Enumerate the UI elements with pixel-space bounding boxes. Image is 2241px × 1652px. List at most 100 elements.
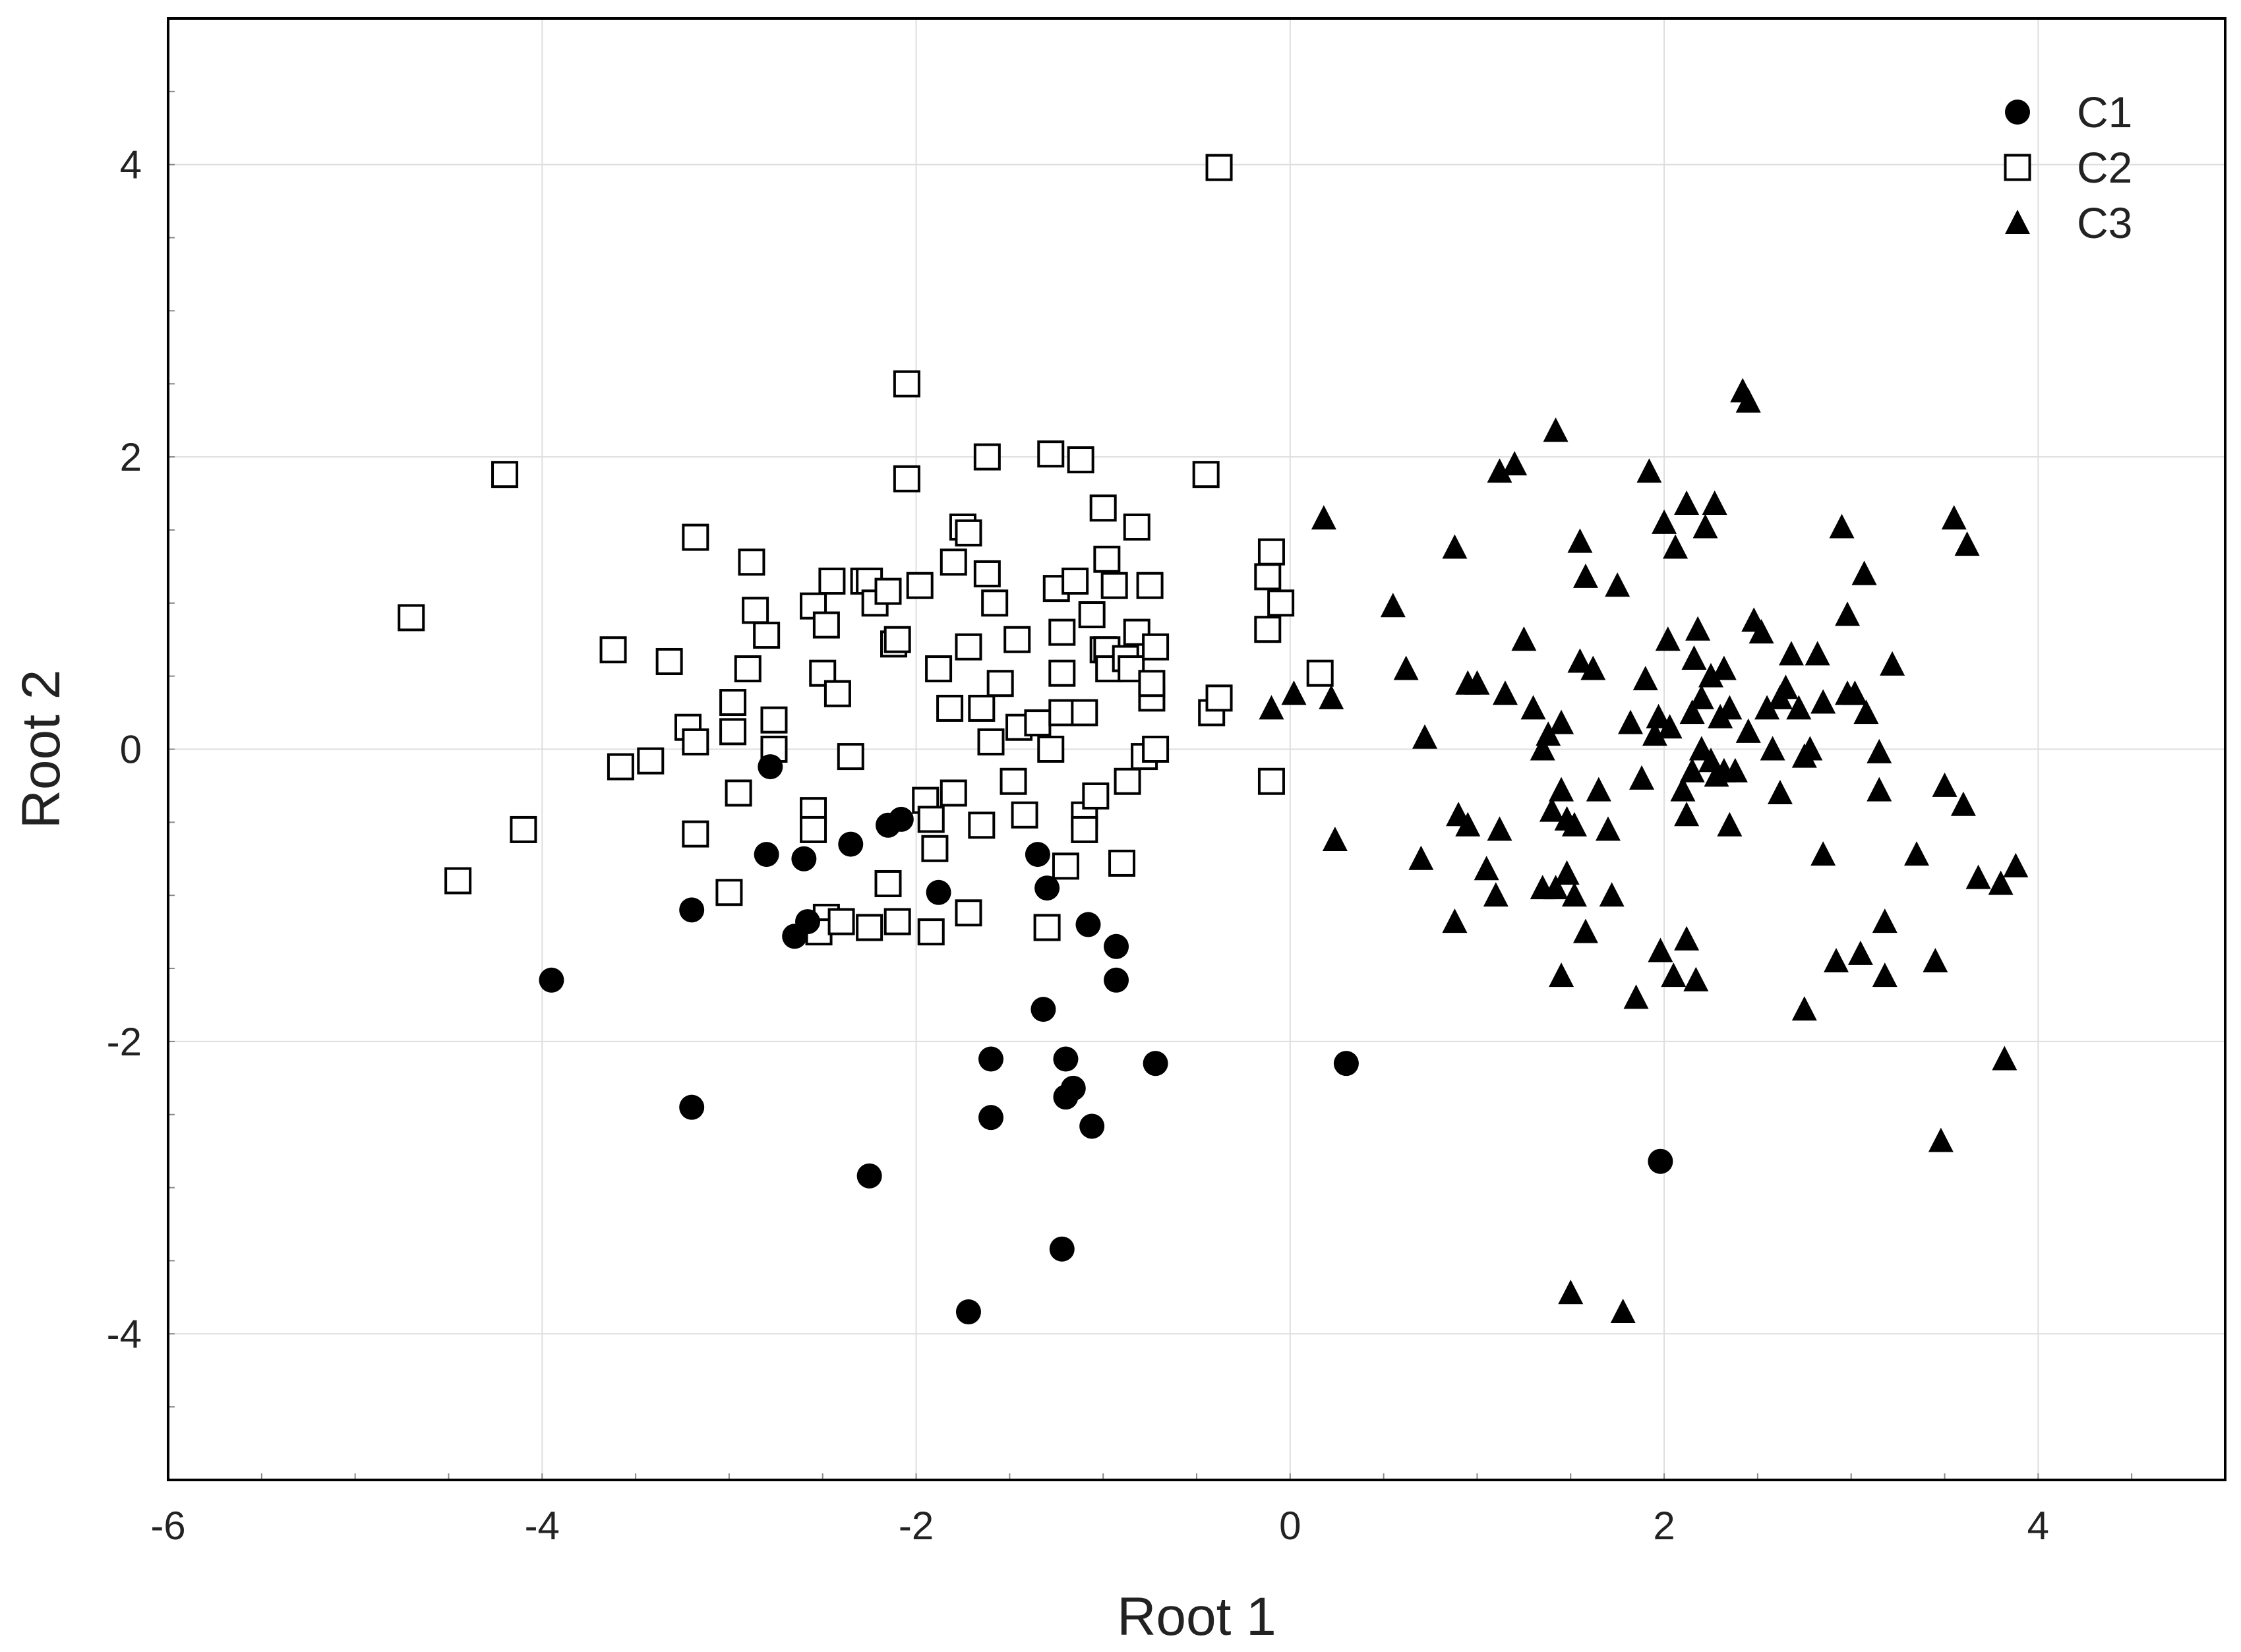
- point-c3: [1674, 926, 1700, 951]
- point-c3: [1954, 531, 1980, 556]
- point-c3: [1842, 680, 1868, 705]
- point-c2: [955, 633, 982, 661]
- point-c1: [1060, 1075, 1086, 1101]
- point-c3: [1904, 841, 1929, 866]
- x-tick-label: -2: [899, 1504, 934, 1548]
- data-markers: [398, 154, 2029, 1325]
- y-tick-label: 0: [120, 728, 142, 772]
- point-c2: [874, 577, 902, 605]
- point-c2: [1114, 767, 1141, 795]
- point-c1: [791, 846, 817, 871]
- point-c3: [1530, 736, 1555, 761]
- point-c3: [1632, 666, 1658, 691]
- point-c2: [973, 560, 1001, 587]
- point-c3: [1880, 651, 1905, 676]
- point-c3: [1646, 703, 1671, 728]
- point-c3: [1549, 777, 1574, 802]
- point-c2: [1254, 563, 1282, 591]
- point-c2: [1033, 914, 1061, 941]
- point-c3: [1549, 962, 1574, 988]
- point-c3: [1932, 772, 1957, 797]
- point-c2: [921, 835, 949, 862]
- point-c2: [682, 523, 709, 551]
- point-c3: [1483, 882, 1509, 907]
- point-c2: [823, 680, 851, 707]
- point-c2: [753, 622, 781, 649]
- point-c3: [1572, 563, 1598, 588]
- point-c3: [1464, 670, 1490, 695]
- point-c3: [1493, 680, 1518, 705]
- point-c2: [1052, 852, 1079, 880]
- point-c1: [1034, 875, 1060, 901]
- point-c3: [1623, 984, 1649, 1009]
- point-c2: [607, 753, 634, 781]
- point-c2: [1089, 494, 1117, 522]
- point-c3: [1722, 757, 1748, 782]
- point-c2: [1000, 767, 1027, 795]
- point-c2: [1071, 699, 1098, 726]
- point-c2: [682, 728, 709, 755]
- point-c2: [715, 879, 743, 906]
- point-c3: [1735, 718, 1761, 743]
- point-c2: [906, 572, 934, 599]
- point-c3: [1797, 736, 1823, 761]
- point-c3: [1679, 699, 1705, 724]
- point-c3: [1558, 1280, 1584, 1305]
- point-c2: [1257, 538, 1285, 566]
- point-c2: [1003, 626, 1031, 653]
- point-c2: [444, 867, 472, 895]
- point-c2: [883, 626, 911, 653]
- point-c2: [1061, 568, 1089, 595]
- point-c3: [1549, 709, 1574, 734]
- point-c3: [1474, 856, 1499, 881]
- point-c2: [809, 659, 837, 687]
- point-c3: [1561, 882, 1587, 907]
- legend-marker-c2: [2004, 154, 2031, 181]
- point-c2: [1306, 659, 1334, 687]
- point-c2: [510, 815, 537, 843]
- point-c3: [1754, 695, 1780, 720]
- point-c3: [1543, 875, 1569, 900]
- point-c2: [1123, 618, 1150, 646]
- point-c2: [1136, 572, 1164, 599]
- point-c3: [1511, 626, 1537, 651]
- point-c3: [1567, 648, 1593, 673]
- point-c3: [1835, 601, 1861, 626]
- point-c3: [1683, 966, 1709, 991]
- point-c2: [1205, 684, 1233, 712]
- point-c3: [1618, 709, 1644, 734]
- point-c2: [1048, 618, 1076, 646]
- point-c2: [1024, 709, 1052, 737]
- x-tick-label: 0: [1279, 1504, 1301, 1548]
- point-c2: [936, 694, 964, 722]
- point-c3: [1502, 451, 1528, 476]
- point-c3: [1829, 514, 1855, 539]
- point-c3: [1652, 509, 1677, 534]
- point-c2: [1048, 699, 1076, 726]
- point-c3: [1717, 695, 1743, 720]
- x-tick-labels: -6 -4 -2 0 2 4: [150, 1504, 2049, 1548]
- point-c1: [1333, 1051, 1359, 1077]
- point-c3: [1867, 777, 1892, 802]
- point-c2: [893, 465, 920, 492]
- point-c3: [1567, 528, 1593, 553]
- x-tick-label: -4: [525, 1504, 560, 1548]
- point-c2: [977, 728, 1005, 755]
- point-c3: [1596, 816, 1621, 841]
- point-c3: [1735, 388, 1761, 413]
- point-c2: [818, 568, 846, 595]
- y-tick-label: -2: [107, 1020, 142, 1064]
- point-c2: [1011, 801, 1038, 829]
- point-c1: [856, 1163, 882, 1189]
- legend-label-c2: C2: [2077, 143, 2132, 192]
- point-c3: [1717, 811, 1743, 837]
- y-tick-labels: -4 -2 0 2 4: [107, 143, 142, 1357]
- point-c2: [968, 694, 996, 722]
- point-c2: [1100, 572, 1128, 599]
- point-c1: [838, 831, 864, 857]
- point-c2: [856, 914, 883, 941]
- legend-marker-c1: [2005, 100, 2030, 125]
- x-tick-label: 4: [2027, 1504, 2049, 1548]
- point-c1: [1079, 1113, 1105, 1139]
